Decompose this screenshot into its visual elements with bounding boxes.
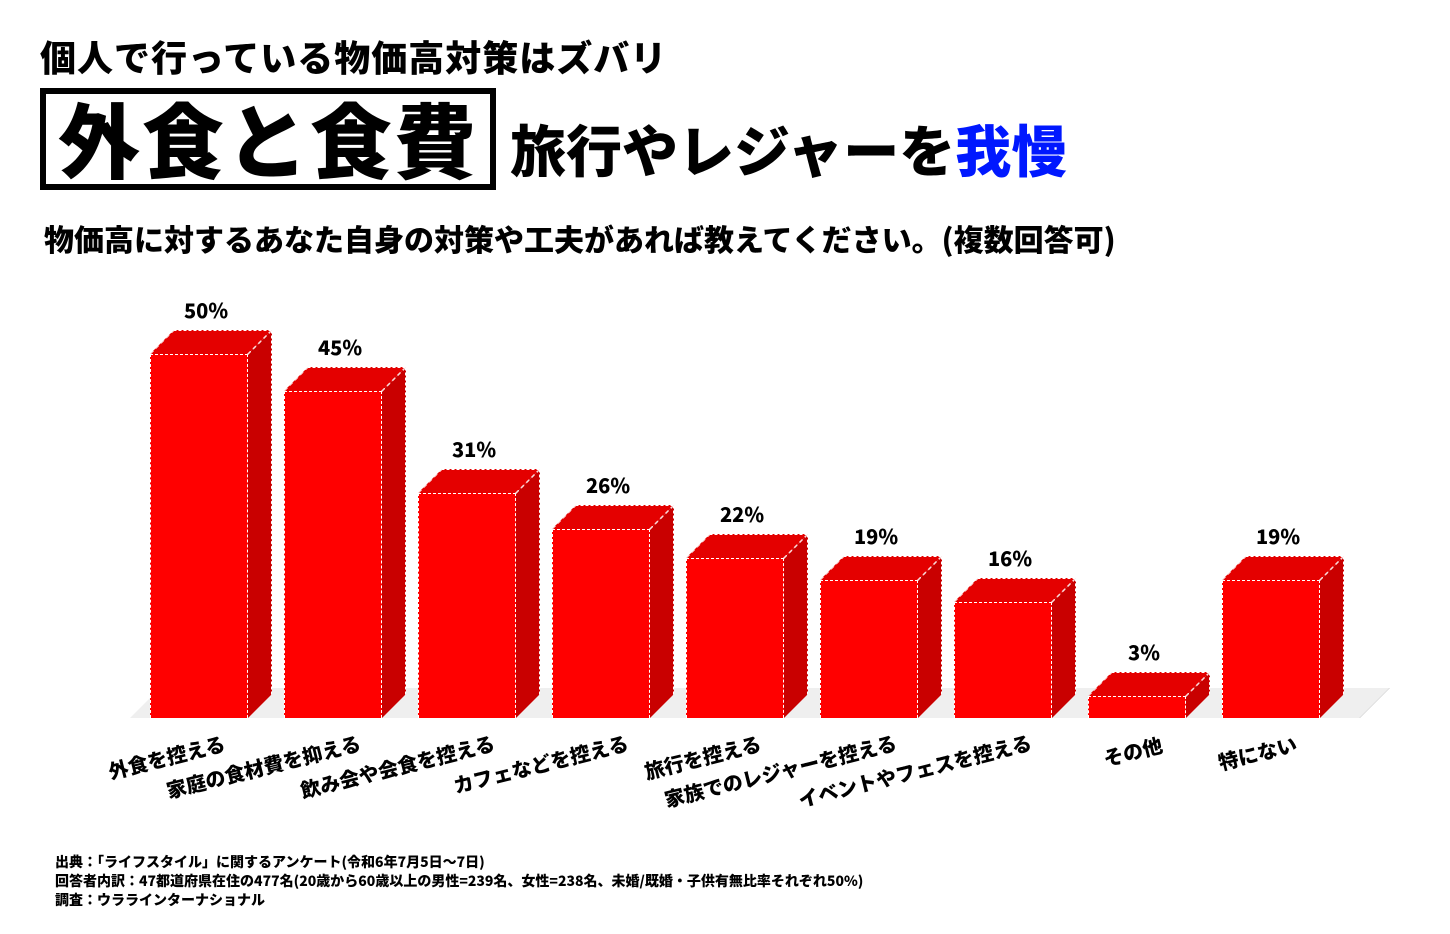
bar: 19%特にない	[1222, 318, 1320, 718]
bar: 16%イベントやフェスを控える	[954, 318, 1052, 718]
bar-value-label: 16%	[950, 543, 1070, 572]
bar-value-label: 45%	[280, 332, 400, 361]
bar-value-label: 31%	[414, 434, 534, 463]
headline-tail: 旅行やレジャーを我慢	[510, 108, 1067, 189]
bar-front	[1088, 696, 1186, 718]
footer-conductor: 調査：ウララインターナショナル	[55, 891, 863, 910]
bar-category-label: その他	[1100, 729, 1165, 772]
bar-value-label: 26%	[548, 470, 668, 499]
bar-value-label: 19%	[816, 521, 936, 550]
bar-value-label: 19%	[1218, 521, 1338, 550]
bar-side	[248, 330, 272, 718]
bar-chart: 50%外食を控える 45%家庭の食材費を抑える 31%飲み会や会食を控える 26%カフ…	[130, 298, 1360, 818]
bar-side	[1052, 578, 1076, 718]
footer-source: 出典：「ライフスタイル」に関するアンケート(令和6年7月5日～7日)	[55, 853, 863, 872]
bar-front	[552, 529, 650, 718]
footer-respondents: 回答者内訳：47都道府県在住の477名(20歳から60歳以上の男性=239名、女…	[55, 872, 863, 891]
survey-question: 物価高に対するあなた自身の対策や工夫があれば教えてください。(複数回答可)	[44, 216, 1410, 260]
bar-side	[784, 534, 808, 718]
bar-category-label: 特にない	[1215, 729, 1300, 776]
headline-row: 外食と食費 旅行やレジャーを我慢	[40, 88, 1410, 190]
bar-value-label: 22%	[682, 499, 802, 528]
headline-lead: 個人で行っている物価高対策はズバリ	[40, 30, 1410, 82]
headline-boxed: 外食と食費	[40, 88, 496, 190]
bar: 50%外食を控える	[150, 318, 248, 718]
bar-front	[1222, 580, 1320, 718]
bar-side	[650, 505, 674, 718]
bar: 3%その他	[1088, 318, 1186, 718]
bar-side	[918, 556, 942, 718]
bar-side	[1320, 556, 1344, 718]
headline-tail-accent: 我慢	[955, 108, 1067, 189]
bar: 31%飲み会や会食を控える	[418, 318, 516, 718]
bar-front	[418, 493, 516, 718]
bar-front	[150, 354, 248, 718]
bar: 26%カフェなどを控える	[552, 318, 650, 718]
bar-front	[954, 602, 1052, 718]
bar-front	[686, 558, 784, 718]
bar-value-label: 3%	[1084, 637, 1204, 666]
bar-side	[516, 469, 540, 718]
bar-group: 50%外食を控える 45%家庭の食材費を抑える 31%飲み会や会食を控える 26%カフ…	[130, 318, 1360, 718]
bar-front	[820, 580, 918, 718]
bar: 45%家庭の食材費を抑える	[284, 318, 382, 718]
bar: 19%家族でのレジャーを控える	[820, 318, 918, 718]
bar-value-label: 50%	[146, 295, 266, 324]
bar-side	[382, 367, 406, 718]
bar: 22%旅行を控える	[686, 318, 784, 718]
footer-notes: 出典：「ライフスタイル」に関するアンケート(令和6年7月5日～7日) 回答者内訳…	[55, 853, 863, 910]
bar-front	[284, 391, 382, 718]
headline-tail-plain: 旅行やレジャーを	[510, 108, 955, 189]
